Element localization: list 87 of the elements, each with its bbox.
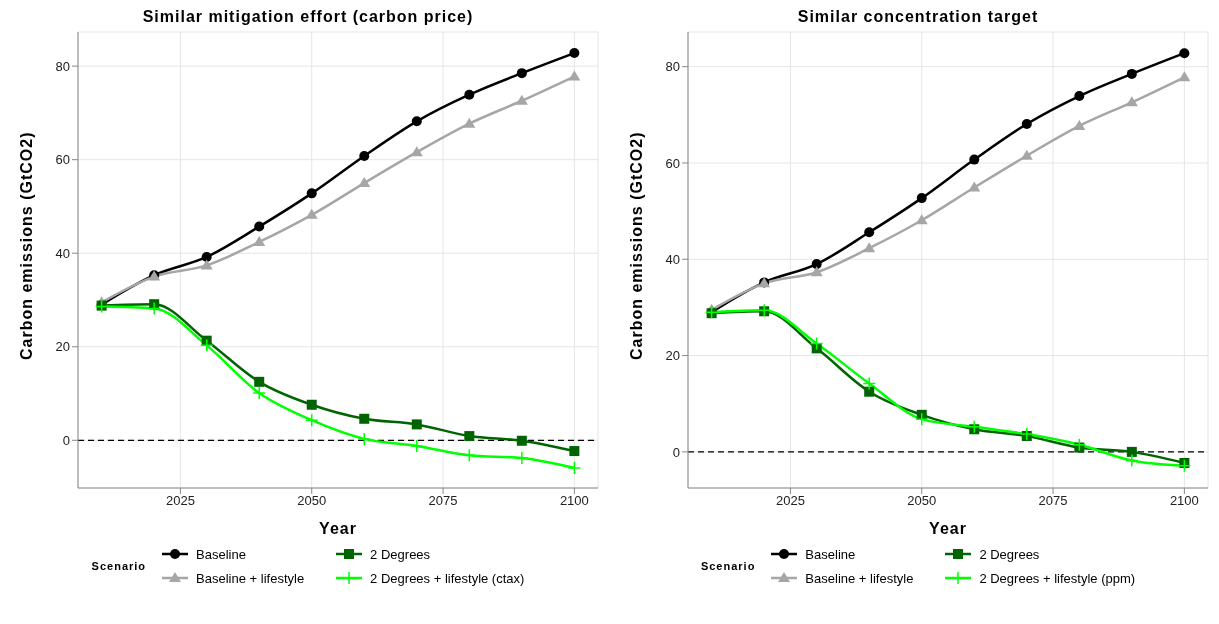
point [1126,68,1137,79]
point [410,146,423,157]
x-tick-label: 2075 [1038,493,1068,509]
point [254,376,265,387]
point [967,420,982,434]
point [358,177,371,188]
point [200,259,213,270]
point [1125,453,1139,468]
point [464,89,475,100]
point [199,338,214,353]
y-tick-label: 0 [672,444,680,460]
point [254,221,265,232]
point [463,117,476,128]
point [306,399,317,410]
point [809,336,824,351]
x-tick-label: 2075 [428,493,458,509]
y-tick-label: 20 [55,339,70,355]
point [916,193,927,204]
point [1179,48,1190,59]
y-tick-label: 60 [55,152,70,168]
point [147,301,161,316]
legend-label: 2 Degrees [979,546,1040,562]
point [516,68,527,79]
point [1177,459,1192,473]
point [862,376,876,391]
point [253,235,266,246]
point [359,150,370,161]
x-tick-label: 2050 [907,493,937,509]
point [1125,96,1138,107]
y-tick-label: 60 [665,155,680,171]
point [1021,118,1032,129]
point [201,251,212,262]
y-tick-label: 20 [665,348,680,364]
point [252,386,266,400]
y-axis-title: Carbon emissions (GtCO2) [627,131,645,360]
y-tick-label: 80 [55,58,70,74]
y-tick-label: 80 [665,59,680,75]
point [863,242,876,253]
x-axis-title: Year [319,520,357,537]
chart-title: Similar concentration target [796,8,1040,27]
point [1073,119,1086,130]
point [969,154,980,165]
point [515,94,528,105]
point [1074,91,1085,102]
chart-title: Similar mitigation effort (carbon price) [141,8,475,27]
legend-label: 2 Degrees + lifestyle (ppm) [979,570,1136,586]
legend-label: Baseline [196,546,246,562]
y-axis-title: Carbon emissions (GtCO2) [17,131,35,360]
point [569,48,580,59]
legend-label: Baseline + lifestyle [805,570,914,586]
point [915,214,928,225]
y-tick-label: 40 [665,251,680,267]
point [516,435,527,446]
x-tick-label: 2100 [1169,493,1199,509]
point [864,386,875,397]
y-tick-label: 40 [55,245,70,261]
x-tick-label: 2050 [297,493,327,509]
point [810,266,823,277]
legend-label: 2 Degrees + lifestyle (ctax) [370,570,525,586]
legend-title: Scenario [700,560,756,572]
y-tick-label: 0 [62,432,70,448]
point [411,419,422,430]
x-axis-title: Year [929,520,967,537]
legend-title: Scenario [91,560,147,572]
x-tick-label: 2100 [559,493,589,509]
point [306,188,317,199]
point [464,431,475,442]
point [567,461,582,475]
point [568,70,581,81]
legend-label: Baseline [805,546,856,562]
point [1126,446,1137,457]
point [1072,437,1087,452]
point [968,181,981,192]
point [411,116,422,127]
point [359,413,370,424]
x-tick-label: 2025 [775,493,805,509]
point [1178,71,1191,82]
point [569,446,580,457]
point [864,227,875,238]
point [914,412,929,426]
point [1020,427,1034,441]
x-tick-label: 2025 [165,493,195,509]
point [811,259,822,270]
point [304,413,319,427]
point [462,448,477,463]
legend-label: Baseline + lifestyle [196,570,305,586]
legend-label: 2 Degrees [370,546,431,562]
